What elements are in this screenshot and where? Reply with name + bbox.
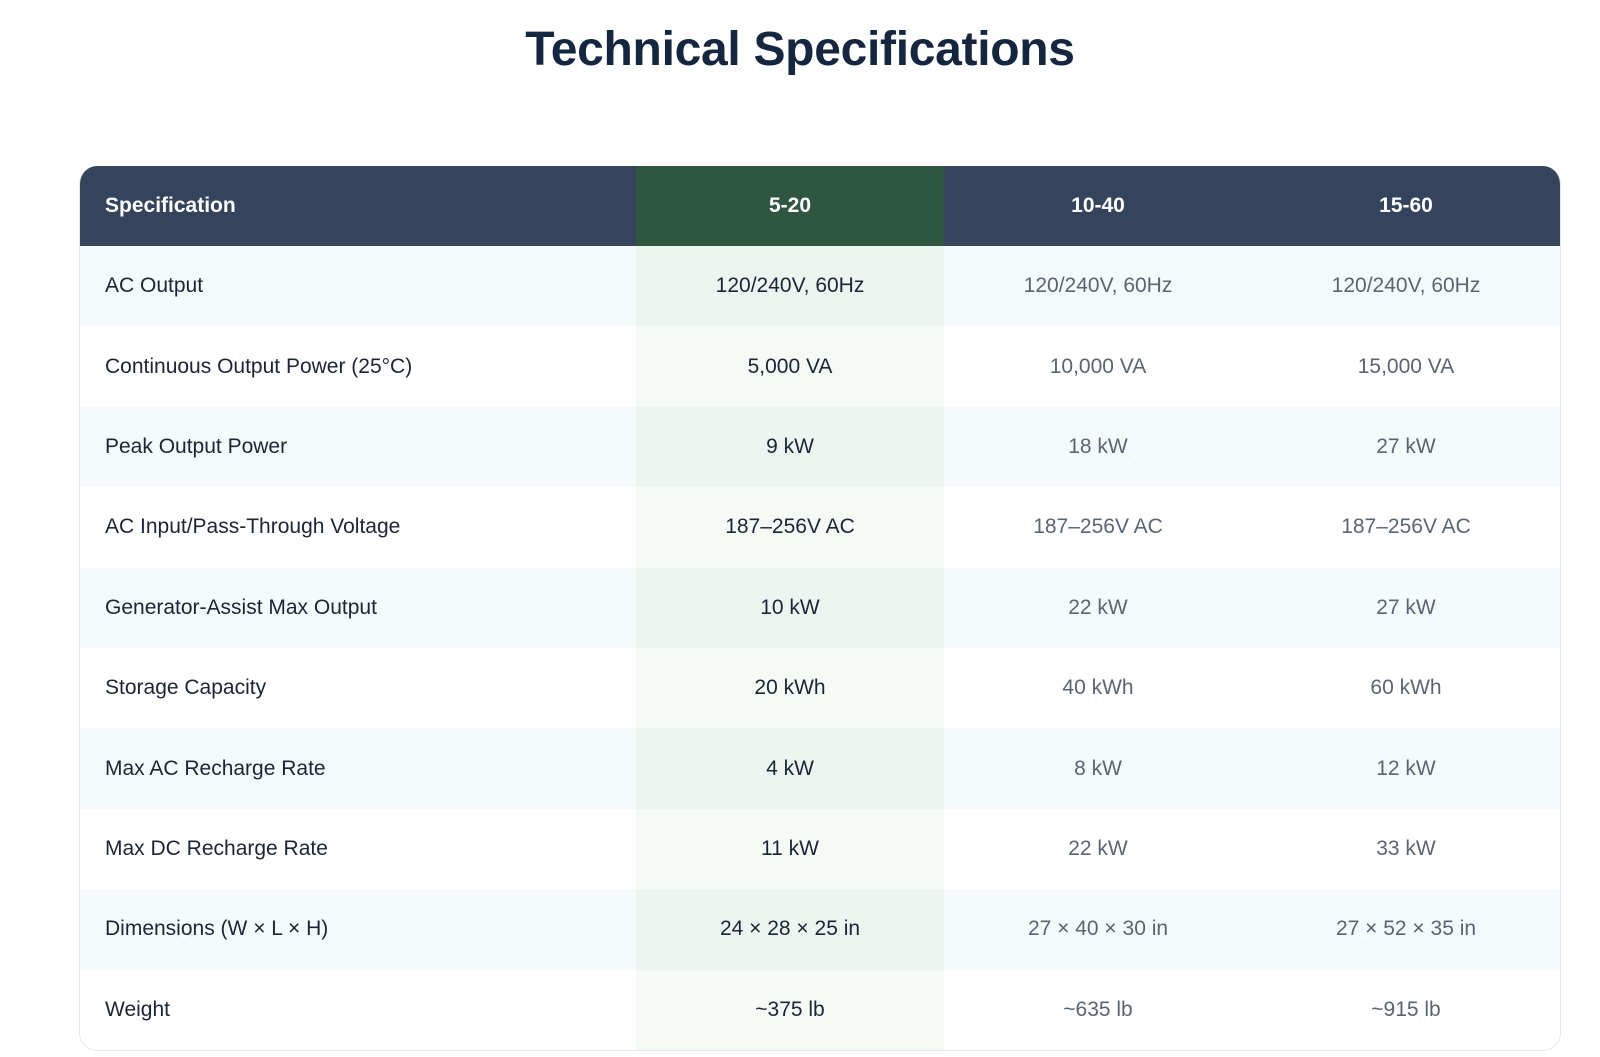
- row-label: Dimensions (W × L × H): [80, 889, 636, 970]
- table-row: Storage Capacity 20 kWh 40 kWh 60 kWh: [80, 647, 1560, 729]
- spec-table: Specification 5-20 10-40 15-60 AC Output…: [80, 166, 1560, 1050]
- row-label: Weight: [80, 969, 636, 1050]
- cell-5-20: 10 kW: [636, 567, 944, 648]
- row-label: AC Output: [80, 246, 636, 327]
- cell-5-20: 187–256V AC: [636, 487, 944, 568]
- cell-10-40: 10,000 VA: [944, 326, 1252, 407]
- table-header-row: Specification 5-20 10-40 15-60: [80, 166, 1560, 246]
- cell-10-40: 187–256V AC: [944, 487, 1252, 568]
- row-label: Storage Capacity: [80, 647, 636, 729]
- table-row: Weight ~375 lb ~635 lb ~915 lb: [80, 969, 1560, 1050]
- table-row: AC Input/Pass-Through Voltage 187–256V A…: [80, 487, 1560, 568]
- row-label: Continuous Output Power (25°C): [80, 326, 636, 407]
- cell-5-20: 4 kW: [636, 728, 944, 809]
- table-row: AC Output 120/240V, 60Hz 120/240V, 60Hz …: [80, 246, 1560, 327]
- cell-10-40: ~635 lb: [944, 969, 1252, 1050]
- cell-5-20: 5,000 VA: [636, 326, 944, 407]
- header-model-5-20: 5-20: [636, 166, 944, 246]
- cell-15-60: 15,000 VA: [1252, 326, 1560, 407]
- cell-15-60: 33 kW: [1252, 808, 1560, 890]
- cell-10-40: 8 kW: [944, 728, 1252, 809]
- page-title: Technical Specifications: [525, 23, 1075, 76]
- cell-15-60: 27 × 52 × 35 in: [1252, 889, 1560, 970]
- cell-15-60: 187–256V AC: [1252, 487, 1560, 568]
- row-label: Peak Output Power: [80, 406, 636, 488]
- cell-10-40: 120/240V, 60Hz: [944, 246, 1252, 327]
- cell-15-60: 120/240V, 60Hz: [1252, 246, 1560, 327]
- cell-15-60: 60 kWh: [1252, 647, 1560, 729]
- header-model-10-40: 10-40: [944, 166, 1252, 246]
- table-row: Max DC Recharge Rate 11 kW 22 kW 33 kW: [80, 808, 1560, 890]
- cell-10-40: 22 kW: [944, 808, 1252, 890]
- table-row: Continuous Output Power (25°C) 5,000 VA …: [80, 326, 1560, 407]
- cell-10-40: 22 kW: [944, 567, 1252, 648]
- table-row: Max AC Recharge Rate 4 kW 8 kW 12 kW: [80, 728, 1560, 809]
- cell-5-20: 120/240V, 60Hz: [636, 246, 944, 327]
- row-label: Max AC Recharge Rate: [80, 728, 636, 809]
- cell-10-40: 27 × 40 × 30 in: [944, 889, 1252, 970]
- table-row: Generator-Assist Max Output 10 kW 22 kW …: [80, 567, 1560, 648]
- cell-5-20: 20 kWh: [636, 647, 944, 729]
- cell-5-20: ~375 lb: [636, 969, 944, 1050]
- table-row: Peak Output Power 9 kW 18 kW 27 kW: [80, 406, 1560, 488]
- cell-5-20: 9 kW: [636, 406, 944, 488]
- header-specification: Specification: [80, 166, 636, 246]
- cell-15-60: 27 kW: [1252, 567, 1560, 648]
- cell-15-60: 12 kW: [1252, 728, 1560, 809]
- cell-15-60: ~915 lb: [1252, 969, 1560, 1050]
- cell-5-20: 24 × 28 × 25 in: [636, 889, 944, 970]
- table-row: Dimensions (W × L × H) 24 × 28 × 25 in 2…: [80, 889, 1560, 970]
- row-label: AC Input/Pass-Through Voltage: [80, 487, 636, 568]
- spec-table-card: Specification 5-20 10-40 15-60 AC Output…: [79, 166, 1561, 1051]
- cell-10-40: 18 kW: [944, 406, 1252, 488]
- cell-10-40: 40 kWh: [944, 647, 1252, 729]
- header-model-15-60: 15-60: [1252, 166, 1560, 246]
- row-label: Generator-Assist Max Output: [80, 567, 636, 648]
- cell-15-60: 27 kW: [1252, 406, 1560, 488]
- cell-5-20: 11 kW: [636, 808, 944, 890]
- row-label: Max DC Recharge Rate: [80, 808, 636, 890]
